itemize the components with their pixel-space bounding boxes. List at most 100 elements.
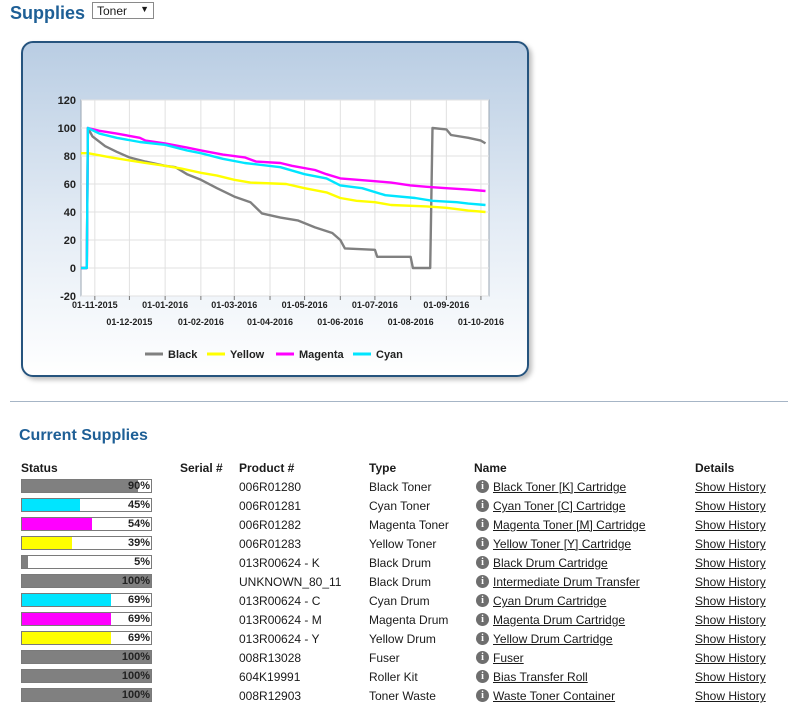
x-tick-label: 01-08-2016: [388, 317, 434, 327]
supply-type: Toner Waste: [369, 689, 436, 703]
supply-name-link[interactable]: Intermediate Drum Transfer: [493, 575, 640, 589]
x-tick-label: 01-11-2015: [72, 300, 118, 310]
info-icon[interactable]: i: [476, 556, 489, 569]
y-tick-label: 100: [58, 123, 76, 135]
x-tick-label: 01-02-2016: [178, 317, 224, 327]
show-history-link[interactable]: Show History: [695, 689, 766, 703]
status-bar: 39%: [21, 536, 152, 550]
y-tick-label: 80: [64, 151, 76, 163]
supply-name-link[interactable]: Magenta Toner [M] Cartridge: [493, 518, 646, 532]
info-icon[interactable]: i: [476, 518, 489, 531]
chevron-down-icon: ▼: [140, 4, 149, 14]
info-icon[interactable]: i: [476, 575, 489, 588]
status-bar-fill: [22, 537, 73, 549]
table-row: 69% 013R00624 - Y Yellow Drum i Yellow Drum …: [0, 629, 800, 648]
show-history-link[interactable]: Show History: [695, 670, 766, 684]
status-bar-fill: [22, 689, 151, 701]
series-line-yellow: [81, 151, 486, 214]
y-tick-label: 20: [64, 235, 76, 247]
status-percent: 69%: [127, 613, 150, 625]
section-divider: [10, 401, 788, 402]
info-icon[interactable]: i: [476, 480, 489, 493]
show-history-link[interactable]: Show History: [695, 537, 766, 551]
info-icon[interactable]: i: [476, 537, 489, 550]
status-bar: 54%: [21, 517, 152, 531]
status-bar-fill: [22, 632, 111, 644]
show-history-link[interactable]: Show History: [695, 575, 766, 589]
status-percent: 69%: [127, 594, 150, 606]
status-bar-fill: [22, 670, 151, 682]
info-icon[interactable]: i: [476, 689, 489, 702]
x-tick-label: 01-12-2015: [106, 317, 152, 327]
status-percent: 45%: [127, 499, 150, 511]
product-number: 006R01282: [239, 518, 302, 532]
supply-name-link[interactable]: Black Drum Cartridge: [493, 556, 608, 570]
supply-name-link[interactable]: Cyan Drum Cartridge: [493, 594, 607, 608]
show-history-link[interactable]: Show History: [695, 613, 766, 627]
status-bar-fill: [22, 480, 139, 492]
show-history-link[interactable]: Show History: [695, 556, 766, 570]
table-row: 69% 013R00624 - M Magenta Drum i Magenta Dru…: [0, 610, 800, 629]
y-tick-label: 60: [64, 179, 76, 191]
product-number: 008R12903: [239, 689, 302, 703]
status-bar-fill: [22, 499, 81, 511]
status-bar: 69%: [21, 631, 152, 645]
supply-name-link[interactable]: Black Toner [K] Cartridge: [493, 480, 627, 494]
supply-type: Yellow Toner: [369, 537, 437, 551]
legend-label-black: Black: [168, 349, 198, 361]
show-history-link[interactable]: Show History: [695, 594, 766, 608]
column-header-type: Type: [369, 461, 397, 475]
info-icon[interactable]: i: [476, 632, 489, 645]
supply-name-link[interactable]: Magenta Drum Cartridge: [493, 613, 626, 627]
product-number: 006R01283: [239, 537, 302, 551]
status-percent: 69%: [127, 632, 150, 644]
show-history-link[interactable]: Show History: [695, 632, 766, 646]
supply-name-link[interactable]: Yellow Drum Cartridge: [493, 632, 613, 646]
supply-type: Magenta Drum: [369, 613, 449, 627]
status-percent: 54%: [127, 518, 150, 530]
table-row: 90% 006R01280 Black Toner i Black Toner [K] …: [0, 477, 800, 496]
status-bar: 100%: [21, 574, 152, 588]
info-icon[interactable]: i: [476, 651, 489, 664]
status-bar: 100%: [21, 650, 152, 664]
table-row: 100% UNKNOWN_80_11 Black Drum i Intermediate…: [0, 572, 800, 591]
show-history-link[interactable]: Show History: [695, 518, 766, 532]
supply-name-link[interactable]: Fuser: [493, 651, 524, 665]
plot-area: [80, 99, 490, 297]
status-percent: 100%: [121, 651, 150, 663]
x-tick-label: 01-04-2016: [247, 317, 293, 327]
table-row: 100% 008R13028 Fuser i Fuser Show History: [0, 648, 800, 667]
x-tick-label: 01-01-2016: [142, 300, 188, 310]
product-number: 008R13028: [239, 651, 302, 665]
table-row: 39% 006R01283 Yellow Toner i Yellow Toner [Y…: [0, 534, 800, 553]
column-header-name: Name: [474, 461, 507, 475]
status-bar-fill: [22, 518, 92, 530]
info-icon[interactable]: i: [476, 670, 489, 683]
legend-label-cyan: Cyan: [376, 349, 403, 361]
status-bar-fill: [22, 556, 29, 568]
column-header-product: Product #: [239, 461, 295, 475]
info-icon[interactable]: i: [476, 499, 489, 512]
info-icon[interactable]: i: [476, 594, 489, 607]
supply-name-link[interactable]: Waste Toner Container: [493, 689, 616, 703]
y-tick-label: 40: [64, 207, 76, 219]
supply-name-link[interactable]: Cyan Toner [C] Cartridge: [493, 499, 626, 513]
supply-type: Roller Kit: [369, 670, 418, 684]
supply-name-link[interactable]: Bias Transfer Roll: [493, 670, 588, 684]
status-percent: 100%: [121, 689, 150, 701]
table-row: 100% 008R12903 Toner Waste i Waste Toner Con…: [0, 686, 800, 705]
supply-type: Magenta Toner: [369, 518, 449, 532]
column-header-details: Details: [695, 461, 735, 475]
show-history-link[interactable]: Show History: [695, 480, 766, 494]
supply-type-select[interactable]: Toner ▼: [92, 2, 154, 19]
status-percent: 39%: [127, 537, 150, 549]
show-history-link[interactable]: Show History: [695, 499, 766, 513]
product-number: UNKNOWN_80_11: [239, 575, 342, 589]
column-header-serial: Serial #: [180, 461, 223, 475]
info-icon[interactable]: i: [476, 613, 489, 626]
supply-name-link[interactable]: Yellow Toner [Y] Cartridge: [493, 537, 632, 551]
table-row: 5% 013R00624 - K Black Drum i Black Drum Car…: [0, 553, 800, 572]
supply-type: Black Drum: [369, 556, 432, 570]
show-history-link[interactable]: Show History: [695, 651, 766, 665]
